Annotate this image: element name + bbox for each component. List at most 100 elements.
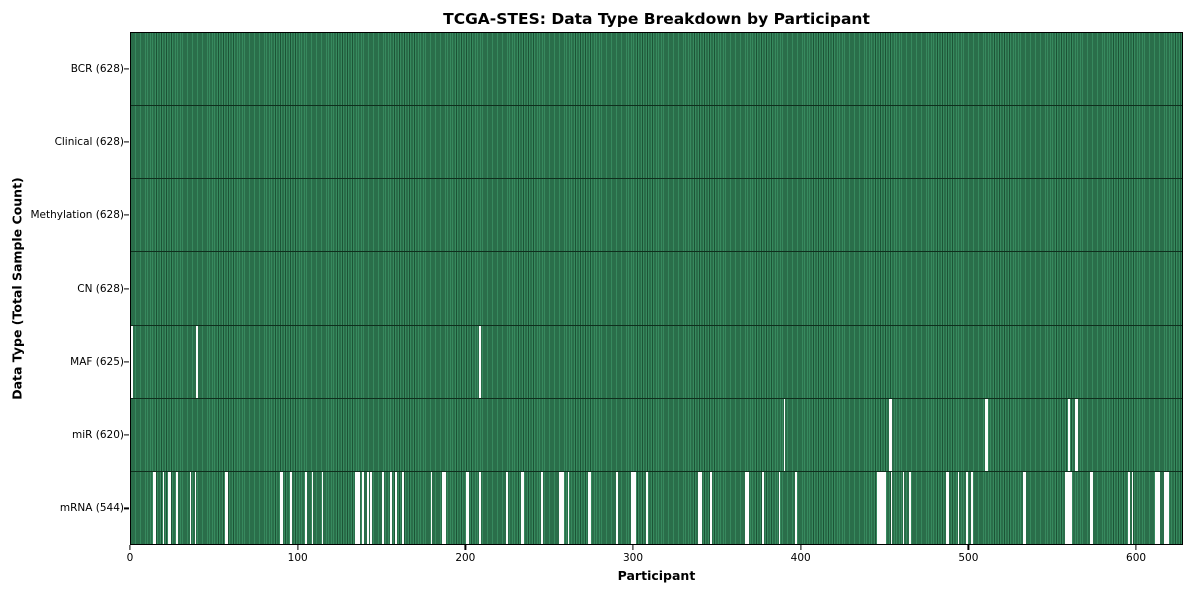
absent-stripe [311,471,314,544]
ytick-mark [124,361,129,363]
absent-stripe [710,471,712,544]
absent-stripe [616,471,618,544]
absent-stripe [189,471,192,544]
xtick-mark [1135,545,1137,550]
absent-stripe [783,398,786,471]
absent-stripe [479,325,481,398]
absent-stripe [390,471,393,544]
datatype-row-cn [131,252,1182,326]
absent-stripe [795,471,798,544]
absent-stripe [761,471,764,544]
absent-stripe [1163,471,1167,544]
ytick-mark [124,214,129,216]
absent-stripe [984,398,988,471]
datatype-row-clinical [131,106,1182,180]
absent-stripe [152,471,157,544]
absent-stripe [305,471,307,544]
xtick-mark [632,545,634,550]
ytick-mark [124,141,129,143]
ytick-label-cn: CN (628) [77,282,124,295]
absent-stripe [889,398,893,471]
absent-stripe [909,471,911,544]
chart-title: TCGA-STES: Data Type Breakdown by Partic… [443,10,870,28]
absent-stripe [194,471,197,544]
xtick-label-100: 100 [287,552,308,564]
xtick-label-200: 200 [455,552,476,564]
xtick-mark [967,545,969,550]
absent-stripe [402,471,404,544]
datatype-row-mrna [131,471,1182,544]
absent-stripe [1089,471,1094,544]
ytick-label-clinical: Clinical (628) [54,135,124,148]
absent-stripe [880,471,885,544]
absent-stripe [698,471,702,544]
absent-stripe [131,325,133,398]
absent-stripe [1128,471,1131,544]
absent-stripe [442,471,446,544]
absent-stripe [1158,471,1161,544]
xtick-mark [129,545,131,550]
ytick-mark [124,507,129,509]
x-axis-label: Participant [617,568,696,583]
absent-stripe [366,471,369,544]
absent-stripe [430,471,433,544]
xtick-mark [297,545,299,550]
absent-stripe [1131,471,1134,544]
ytick-label-mir: miR (620) [71,429,124,442]
datatype-row-bcr [131,33,1182,107]
absent-stripe [395,471,398,544]
absent-stripe [1166,471,1169,544]
absent-stripe [465,471,470,544]
absent-stripe [505,471,508,544]
absent-stripe [520,471,525,544]
absent-stripe [646,471,649,544]
absent-stripe [167,471,172,544]
absent-stripe [355,471,361,544]
xtick-label-300: 300 [622,552,644,564]
absent-stripe [778,471,781,544]
absent-stripe [361,471,364,544]
ytick-label-methylation: Methylation (628) [30,209,124,222]
absent-stripe [382,471,384,544]
absent-stripe [279,471,284,544]
xtick-mark [464,545,466,550]
absent-stripe [877,471,881,544]
ytick-label-bcr: BCR (628) [70,62,124,75]
absent-stripe [902,471,905,544]
plot-area: PresentAbsent [130,32,1183,545]
datatype-row-maf [131,325,1182,399]
ytick-mark [124,68,129,70]
absent-stripe [890,471,893,544]
absent-stripe [289,471,292,544]
ytick-mark [124,434,129,436]
absent-stripe [966,471,968,544]
xtick-label-500: 500 [958,552,979,564]
absent-stripe [957,471,960,544]
absent-stripe [541,471,543,544]
absent-stripe [176,471,178,544]
absent-stripe [1155,471,1159,544]
absent-stripe [1068,398,1070,471]
absent-stripe [224,471,229,544]
xtick-mark [800,545,802,550]
absent-stripe [370,471,372,544]
absent-stripe [631,471,637,544]
absent-stripe [1064,471,1072,544]
xtick-label-0: 0 [126,552,134,564]
absent-stripe [479,471,481,544]
absent-stripe [321,471,324,544]
xtick-label-600: 600 [1126,552,1147,564]
absent-stripe [196,325,198,398]
absent-stripe [1023,471,1027,544]
absent-stripe [559,471,565,544]
absent-stripe [745,471,749,544]
datatype-row-mir [131,398,1182,472]
absent-stripe [884,471,886,544]
ytick-mark [124,287,129,290]
absent-stripe [1074,398,1079,471]
ytick-label-maf: MAF (625) [70,355,124,368]
absent-stripe [971,471,973,544]
absent-stripe [567,471,570,544]
xtick-label-400: 400 [790,552,811,564]
